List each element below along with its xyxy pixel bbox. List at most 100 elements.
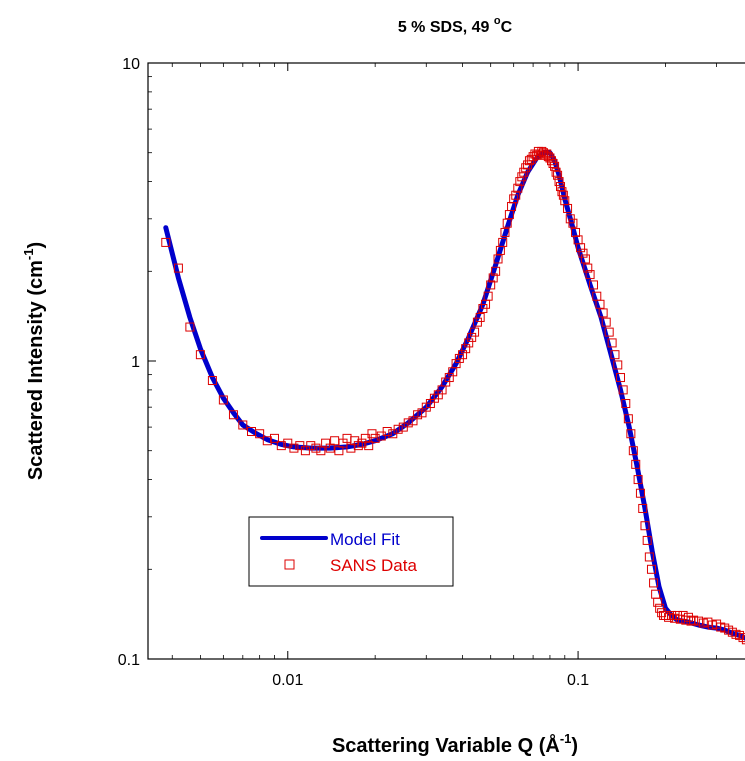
legend-label-model-fit: Model Fit	[330, 530, 400, 549]
chart-title: 5 % SDS, 49 oC	[398, 15, 513, 36]
sans-data-point	[470, 327, 480, 337]
sans-data-point	[554, 177, 564, 187]
sans-data-point	[646, 564, 656, 574]
sans-data-point	[618, 385, 628, 395]
legend-box	[248, 516, 454, 587]
sans-data-point	[615, 373, 625, 383]
sans-data-point	[694, 616, 704, 626]
sans-data-point	[607, 338, 617, 348]
sans-data-point	[548, 158, 558, 168]
sans-data-point	[571, 227, 581, 237]
sans-data-point	[660, 610, 670, 620]
sans-data-point	[515, 177, 525, 187]
sans-data-point	[635, 488, 645, 498]
sans-data-point	[513, 183, 523, 193]
y-tick-label: 0.1	[118, 652, 140, 669]
legend-marker-sans-data	[284, 559, 295, 570]
sans-data-point	[461, 344, 471, 354]
sans-data-point	[173, 263, 183, 273]
axis-ticks: 0.1 1 10 0.01 0.1	[118, 56, 717, 689]
sans-data-point	[360, 433, 370, 443]
sans-data-point	[638, 503, 648, 513]
sans-data-point	[306, 441, 316, 451]
sans-data-points	[161, 146, 745, 645]
sans-data-point	[370, 433, 380, 443]
sans-data-point	[698, 618, 708, 628]
sans-data-point	[598, 308, 608, 318]
sans-data-point	[228, 410, 238, 420]
sans-data-point	[262, 436, 272, 446]
sans-data-point	[486, 280, 496, 290]
sans-data-point	[321, 438, 331, 448]
sans-data-point	[255, 429, 265, 439]
sans-data-point	[547, 156, 557, 166]
sans-data-point	[207, 376, 217, 386]
sans-data-point	[610, 350, 620, 360]
sans-data-point	[464, 338, 474, 348]
sans-data-point	[269, 433, 279, 443]
sans-data-point	[578, 248, 588, 258]
sans-data-point	[238, 420, 248, 430]
sans-data-point	[517, 172, 527, 182]
sans-data-point	[218, 395, 228, 405]
sans-data-point	[161, 237, 171, 247]
sans-data-point	[283, 438, 293, 448]
sans-data-point	[642, 535, 652, 545]
sans-data-point	[367, 429, 377, 439]
sans-data-point	[545, 153, 555, 163]
sans-data-point	[631, 459, 641, 469]
sans-data-point	[185, 322, 195, 332]
sans-data-point	[689, 615, 699, 625]
sans-data-point	[640, 521, 650, 531]
sans-data-point	[451, 359, 461, 369]
sans-data-point	[475, 312, 485, 322]
sans-data-point	[551, 167, 561, 177]
sans-data-point	[408, 416, 418, 426]
sans-data-point	[491, 266, 501, 276]
sans-data-point	[626, 429, 636, 439]
sans-data-point	[330, 436, 340, 446]
sans-data-point	[316, 446, 326, 456]
sans-data-point	[649, 578, 659, 588]
sans-data-point	[585, 270, 595, 280]
sans-data-point	[488, 273, 498, 283]
sans-data-point	[483, 291, 493, 301]
sans-data-point	[458, 350, 468, 360]
sans-data-point	[382, 426, 392, 436]
sans-data-point	[678, 610, 688, 620]
legend-label-sans-data: SANS Data	[330, 556, 417, 575]
sans-data-point	[498, 237, 508, 247]
sans-data-point	[568, 218, 578, 228]
x-axis-label: Scattering Variable Q (Å-1)	[332, 731, 578, 757]
sans-data-point	[621, 399, 631, 409]
sans-data-point	[364, 441, 374, 451]
sans-data-point	[563, 203, 573, 213]
sans-data-point	[580, 254, 590, 264]
sans-data-point	[644, 552, 654, 562]
legend: Model Fit SANS Data	[248, 516, 454, 587]
sans-data-point	[393, 424, 403, 434]
sans-data-point	[613, 360, 623, 370]
sans-data-point	[633, 475, 643, 485]
sans-data-point	[686, 616, 696, 626]
sans-data-point	[500, 227, 510, 237]
sans-data-point	[289, 443, 299, 453]
sans-data-point	[588, 280, 598, 290]
sans-data-point	[595, 299, 605, 309]
sans-data-point	[670, 613, 680, 623]
sans-data-point	[444, 373, 454, 383]
sans-data-point	[195, 350, 205, 360]
x-tick-label: 0.1	[567, 672, 589, 689]
sans-data-point	[738, 633, 745, 643]
sans-data-point	[601, 317, 611, 327]
sans-data-point	[628, 446, 638, 456]
sans-data-point	[300, 446, 310, 456]
x-tick-label: 0.01	[272, 672, 303, 689]
y-tick-label: 10	[122, 56, 140, 73]
sans-data-point	[502, 218, 512, 228]
sans-data-point	[583, 263, 593, 273]
sans-data-point	[576, 243, 586, 253]
y-axis-label: Scattered Intensity (cm-1)	[21, 242, 47, 480]
sans-data-point	[276, 441, 286, 451]
